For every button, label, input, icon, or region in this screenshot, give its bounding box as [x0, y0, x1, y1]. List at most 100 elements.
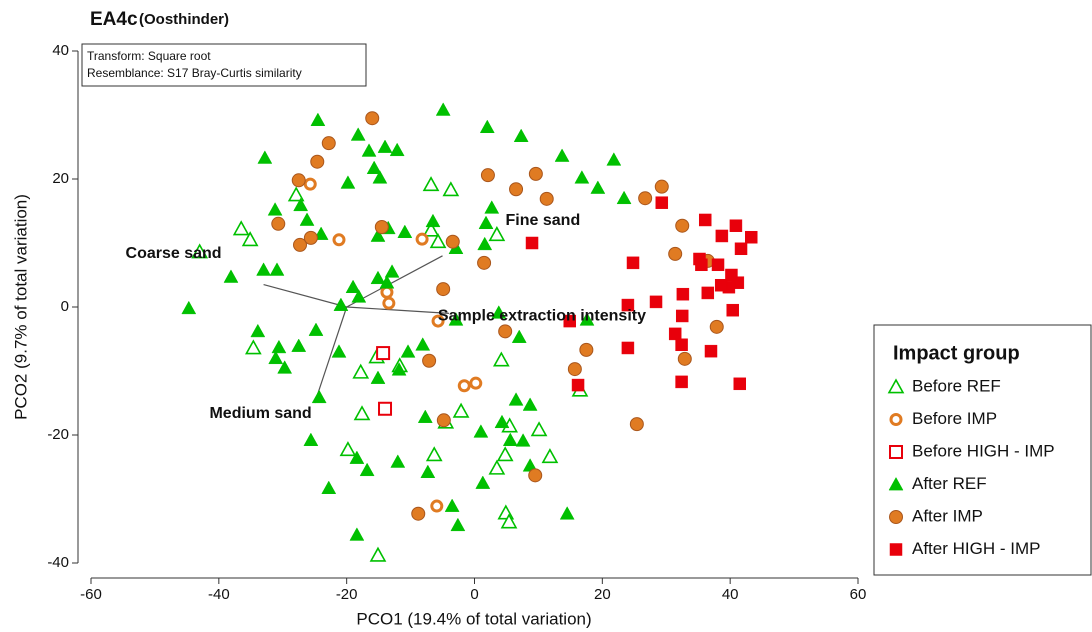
- point: [369, 546, 387, 562]
- legend-marker: [889, 413, 903, 426]
- point: [351, 289, 367, 303]
- note: Resemblance: S17 Bray-Curtis similarity: [87, 66, 302, 80]
- point: [425, 213, 441, 228]
- point: [498, 324, 513, 339]
- point: [370, 370, 386, 384]
- point: [400, 344, 416, 358]
- point: [244, 339, 262, 355]
- series: [376, 346, 393, 416]
- point: [574, 170, 590, 184]
- point: [559, 506, 575, 520]
- point: [415, 232, 429, 246]
- point: [711, 258, 725, 272]
- point: [733, 377, 747, 391]
- point: [430, 499, 444, 513]
- point: [435, 102, 451, 116]
- point: [366, 160, 382, 174]
- chart-title: EA4c: [90, 9, 138, 30]
- y-tick-label: 0: [61, 298, 69, 315]
- point: [502, 432, 518, 446]
- legend-title: Impact group: [893, 342, 1020, 364]
- point: [488, 459, 506, 475]
- series: [181, 102, 632, 541]
- x-tick-label: 20: [594, 586, 611, 603]
- point: [331, 344, 347, 358]
- point: [554, 148, 570, 162]
- point: [621, 341, 635, 355]
- vector: [346, 306, 449, 314]
- point: [431, 314, 445, 328]
- point: [374, 220, 389, 234]
- point: [308, 322, 324, 336]
- point: [303, 230, 318, 245]
- point: [422, 353, 437, 368]
- point: [181, 300, 197, 315]
- point: [310, 154, 325, 169]
- point: [484, 200, 500, 214]
- point: [478, 215, 494, 230]
- point: [509, 182, 524, 197]
- point: [442, 181, 460, 197]
- point: [488, 226, 506, 242]
- note: Transform: Square root: [87, 49, 211, 63]
- point: [480, 168, 495, 183]
- point: [191, 243, 209, 259]
- point: [508, 392, 524, 406]
- point: [311, 389, 327, 404]
- point: [257, 150, 273, 164]
- point: [391, 362, 407, 376]
- legend-label: After IMP: [912, 506, 983, 525]
- x-tick-label: 60: [850, 586, 867, 603]
- point: [277, 360, 293, 374]
- point: [567, 362, 582, 377]
- point: [444, 498, 460, 512]
- point: [638, 191, 653, 206]
- point: [649, 295, 663, 309]
- point: [541, 448, 559, 464]
- point: [606, 152, 622, 166]
- point: [377, 139, 393, 153]
- point: [365, 111, 380, 126]
- point: [676, 287, 690, 301]
- legend-marker: [888, 476, 904, 491]
- point: [299, 212, 315, 226]
- point: [445, 234, 460, 249]
- x-tick-label: -40: [208, 586, 230, 603]
- point: [469, 376, 483, 390]
- point: [677, 351, 692, 366]
- point: [291, 338, 307, 352]
- point: [525, 236, 539, 250]
- legend-label: After HIGH - IMP: [912, 539, 1040, 558]
- point: [425, 446, 443, 462]
- point: [563, 314, 576, 328]
- point: [361, 143, 377, 157]
- legend-box: [873, 324, 1092, 576]
- point: [500, 513, 518, 529]
- point: [429, 233, 447, 249]
- point: [378, 401, 393, 416]
- point: [321, 480, 337, 494]
- point: [477, 255, 492, 270]
- point: [223, 269, 239, 283]
- legend-label: Before HIGH - IMP: [912, 441, 1055, 460]
- point: [457, 379, 471, 393]
- point: [473, 424, 489, 438]
- point: [250, 323, 266, 338]
- point: [709, 319, 724, 334]
- note-box: [81, 43, 367, 87]
- point: [479, 119, 495, 134]
- point: [411, 506, 426, 521]
- point: [714, 278, 728, 292]
- point: [303, 432, 319, 446]
- point: [668, 246, 683, 261]
- point: [616, 190, 632, 205]
- y-tick-label: 40: [52, 42, 69, 59]
- point: [668, 327, 682, 341]
- point: [268, 350, 284, 365]
- point: [675, 309, 689, 323]
- point: [655, 196, 669, 209]
- point: [349, 450, 365, 464]
- y-tick-label: 20: [52, 170, 69, 187]
- legend-marker: [889, 510, 903, 524]
- point: [353, 405, 371, 421]
